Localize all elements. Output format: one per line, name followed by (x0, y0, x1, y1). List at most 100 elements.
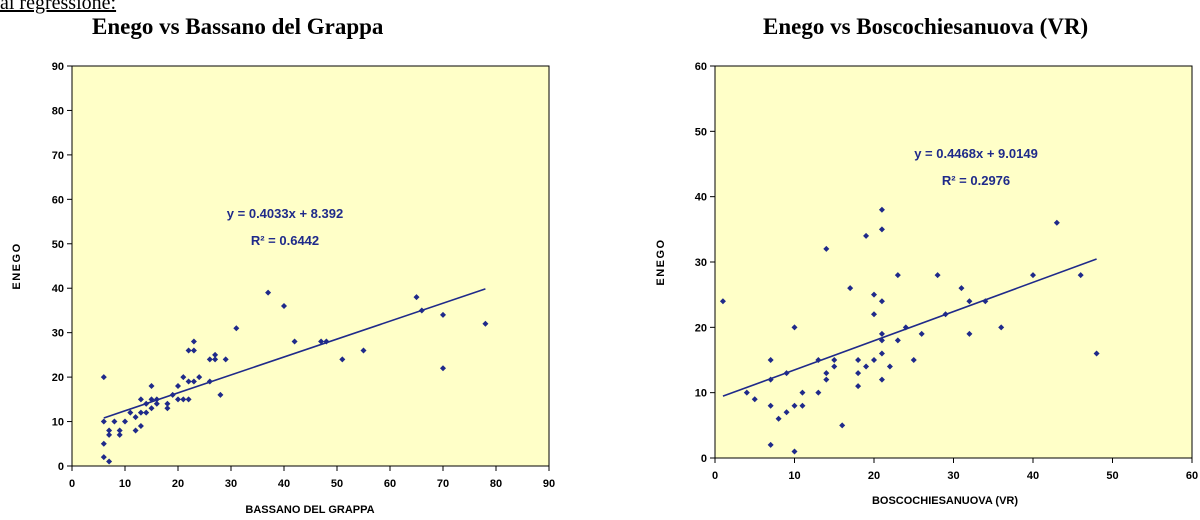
data-point (116, 431, 123, 438)
x-tick-label: 60 (384, 478, 396, 490)
y-axis-label: ENEGO (11, 242, 23, 289)
data-point (206, 356, 213, 363)
data-point (196, 374, 203, 381)
data-point (1077, 272, 1084, 279)
x-tick-label: 80 (490, 478, 502, 490)
trendline-equation: y = 0.4468x + 9.0149 (914, 146, 1038, 161)
y-tick-label: 20 (52, 372, 64, 384)
y-tick-label: 50 (695, 126, 707, 138)
data-point (871, 357, 877, 363)
data-point (180, 396, 187, 403)
r-squared-label: R² = 0.6442 (251, 233, 319, 248)
data-point (855, 370, 862, 377)
data-point (116, 427, 123, 434)
data-point (265, 289, 272, 296)
data-point (910, 357, 917, 363)
data-point (100, 418, 107, 425)
data-point (175, 383, 181, 389)
data-point (137, 423, 144, 429)
plot-area (71, 65, 550, 467)
trendline-equation: y = 0.4033x + 8.392 (227, 206, 343, 221)
plot-area (714, 65, 1193, 459)
x-tick-label: 50 (331, 478, 343, 490)
x-tick-label: 40 (1027, 470, 1039, 482)
data-point (823, 376, 830, 383)
data-point (998, 324, 1005, 331)
data-point (339, 356, 346, 363)
data-point (878, 330, 885, 337)
y-tick-label: 10 (52, 417, 64, 429)
x-tick-label: 70 (437, 478, 449, 490)
x-tick-label: 10 (788, 470, 800, 482)
data-point (775, 415, 782, 422)
data-point (440, 311, 446, 318)
data-point (878, 226, 885, 233)
x-tick-label: 30 (225, 478, 237, 490)
data-point (222, 356, 229, 363)
data-point (823, 245, 830, 252)
data-point (148, 383, 155, 389)
y-tick-label: 70 (52, 150, 64, 162)
x-tick-label: 60 (1186, 470, 1198, 482)
data-point (281, 303, 287, 309)
data-point (1030, 272, 1036, 279)
y-axis-label: ENEGO (655, 238, 667, 285)
data-point (127, 409, 134, 416)
data-point (751, 396, 758, 403)
y-tick-label: 10 (695, 388, 707, 400)
data-point (719, 298, 726, 305)
data-point (863, 363, 870, 370)
data-point (175, 396, 181, 403)
data-point (831, 363, 838, 370)
y-tick-label: 60 (695, 61, 707, 73)
data-point (106, 458, 113, 465)
data-point (791, 448, 798, 455)
data-point (164, 405, 171, 412)
data-point (863, 232, 870, 239)
data-point (855, 357, 862, 363)
data-point (791, 324, 798, 331)
data-point (413, 294, 420, 301)
x-tick-label: 20 (172, 478, 184, 490)
y-tick-label: 40 (52, 283, 64, 295)
data-point (217, 391, 224, 398)
data-point (871, 311, 877, 318)
y-tick-label: 0 (58, 461, 64, 473)
x-axis-label: BASSANO DEL GRAPPA (245, 504, 374, 516)
data-point (767, 441, 774, 448)
x-tick-label: 0 (69, 478, 75, 490)
data-point (190, 347, 197, 354)
data-point (1093, 350, 1100, 357)
chart-2-group: 0 10 20 30 40 50 60 0 10 20 30 40 50 60 BOSCOCHIESANUO… (655, 61, 1198, 507)
data-point (1053, 219, 1060, 226)
data-point (106, 427, 113, 434)
data-point (871, 291, 877, 298)
data-point (878, 206, 885, 213)
x-tick-label: 90 (543, 478, 555, 490)
data-point (190, 378, 197, 385)
data-point (743, 389, 750, 396)
data-point (791, 402, 798, 409)
data-point (185, 347, 192, 354)
data-point (190, 338, 197, 345)
data-point (894, 272, 901, 279)
y-tick-label: 50 (52, 239, 64, 251)
y-tick-label: 40 (695, 192, 707, 204)
data-point (966, 298, 973, 305)
data-point (966, 330, 973, 337)
data-point (958, 285, 965, 292)
data-point (839, 422, 846, 429)
trendline (103, 288, 486, 419)
data-point (918, 330, 925, 337)
chart-2-title: Enego vs Boscochiesanuova (VR) (763, 14, 1089, 39)
data-point (185, 378, 192, 385)
data-point (894, 337, 901, 344)
x-tick-label: 40 (278, 478, 290, 490)
x-tick-label: 0 (712, 470, 718, 482)
data-point (143, 409, 150, 416)
y-tick-label: 80 (52, 105, 64, 117)
data-point (212, 351, 219, 358)
y-tick-label: 60 (52, 194, 64, 206)
data-point (148, 405, 155, 412)
